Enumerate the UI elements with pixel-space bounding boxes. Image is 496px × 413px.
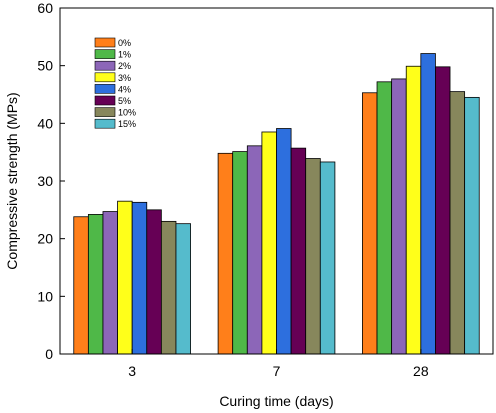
bar-3pct-day-3 bbox=[117, 200, 133, 355]
bar-1pct-day-7 bbox=[232, 151, 248, 355]
bar-2pct-day-7 bbox=[246, 145, 263, 355]
legend-swatch bbox=[94, 60, 116, 71]
bar-15pct-day-7 bbox=[319, 161, 336, 355]
legend-swatch bbox=[94, 84, 116, 94]
x-axis: 3 7 28 bbox=[128, 349, 429, 379]
legend-label: 3% bbox=[118, 73, 131, 83]
legend: 0% 1%2% 3%4% 5% 10%15% bbox=[94, 37, 136, 129]
x-axis-title: Curing time (days) bbox=[219, 393, 333, 409]
legend-label: 10% bbox=[118, 108, 136, 118]
bar-0pct-day-3 bbox=[73, 216, 89, 355]
legend-swatch bbox=[94, 37, 116, 48]
bar-0pct-day-7 bbox=[217, 152, 234, 355]
legend-label: 1% bbox=[118, 50, 131, 60]
legend-swatch bbox=[94, 107, 116, 117]
bar-15pct-day-28 bbox=[464, 96, 480, 355]
y-tick-label: 30 bbox=[37, 173, 53, 189]
bars-group bbox=[73, 53, 480, 355]
bar-5pct-day-7 bbox=[290, 147, 307, 355]
bar-3pct-day-7 bbox=[261, 131, 277, 355]
x-tick-label: 3 bbox=[128, 363, 136, 379]
y-tick-label: 60 bbox=[37, 0, 53, 16]
bar-1pct-day-3 bbox=[87, 214, 104, 355]
legend-label: 4% bbox=[118, 84, 131, 94]
legend-label: 2% bbox=[118, 61, 131, 71]
legend-label: 0% bbox=[118, 38, 131, 48]
y-tick-label: 40 bbox=[37, 115, 53, 131]
y-tick-label: 0 bbox=[45, 346, 53, 362]
y-tick-label: 20 bbox=[37, 231, 53, 247]
legend-label: 15% bbox=[118, 119, 136, 129]
bar-4pct-day-28 bbox=[420, 53, 436, 355]
bar-5pct-day-28 bbox=[435, 66, 451, 355]
bar-0pct-day-28 bbox=[362, 92, 378, 355]
legend-swatch bbox=[94, 72, 116, 83]
y-tick-label: 50 bbox=[37, 58, 53, 74]
legend-swatch bbox=[94, 49, 116, 59]
legend-swatch bbox=[94, 95, 116, 106]
y-axis: 0 10 20 30 40 50 60 bbox=[37, 0, 65, 362]
bar-2pct-day-28 bbox=[391, 78, 407, 355]
y-tick-label: 10 bbox=[37, 288, 53, 304]
x-tick-label: 28 bbox=[413, 363, 429, 379]
x-tick-label: 7 bbox=[273, 363, 281, 379]
legend-swatch bbox=[94, 118, 116, 129]
bar-1pct-day-28 bbox=[376, 81, 393, 355]
legend-label: 5% bbox=[118, 96, 131, 106]
bar-15pct-day-3 bbox=[175, 223, 191, 355]
bar-3pct-day-28 bbox=[405, 65, 422, 355]
bar-4pct-day-3 bbox=[131, 201, 148, 355]
bar-4pct-day-7 bbox=[276, 128, 292, 355]
bar-10pct-day-7 bbox=[305, 158, 321, 355]
y-axis-title: Compressive strength (MPs) bbox=[4, 92, 20, 269]
bar-2pct-day-3 bbox=[102, 211, 118, 355]
bar-10pct-day-3 bbox=[160, 220, 177, 355]
bar-10pct-day-28 bbox=[449, 91, 466, 355]
bar-5pct-day-3 bbox=[146, 209, 162, 355]
